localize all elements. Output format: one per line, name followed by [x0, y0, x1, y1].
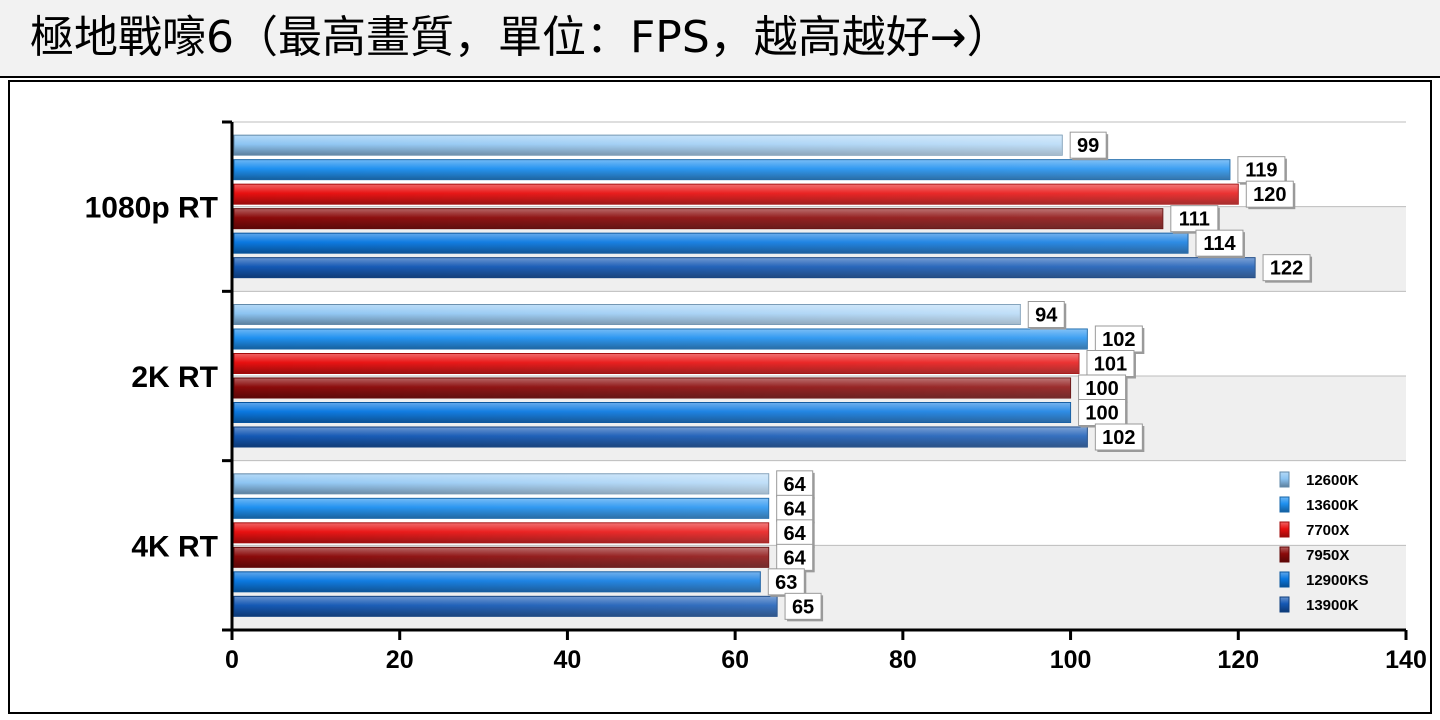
grid-lines — [232, 121, 1406, 546]
x-tick-label: 80 — [889, 646, 917, 674]
value-label-box — [776, 519, 814, 547]
value-label-box — [1086, 350, 1135, 377]
bar-highlight — [234, 353, 1079, 374]
value-label: 100 — [1085, 378, 1118, 400]
bar-highlight — [234, 596, 778, 617]
bar-highlight — [234, 378, 1071, 398]
value-label-box — [776, 543, 814, 571]
legend-label: 12600K — [1306, 472, 1359, 489]
title-bar: 極地戰嚎6（最高畫質，單位：FPS，越高越好→） — [0, 0, 1440, 78]
value-label: 119 — [1245, 160, 1277, 182]
x-tick-label: 100 — [1050, 646, 1092, 674]
value-label: 114 — [1203, 233, 1236, 255]
value-label: 64 — [784, 523, 807, 545]
x-tick-label: 0 — [225, 646, 239, 674]
bar-highlight — [234, 135, 1063, 156]
value-label: 111 — [1179, 209, 1210, 231]
bar-highlight — [234, 233, 1188, 254]
category-label: 4K RT — [131, 530, 218, 563]
bar-highlight — [234, 473, 769, 494]
bar-highlight — [234, 304, 1021, 325]
category-label: 2K RT — [131, 361, 218, 394]
bar-highlight — [234, 208, 1163, 229]
legend-swatch — [1279, 546, 1290, 563]
value-label-box — [767, 568, 805, 596]
bar-highlight — [234, 402, 1071, 423]
value-label: 101 — [1094, 354, 1127, 376]
value-label-box — [1069, 131, 1107, 159]
value-label-box — [1078, 399, 1127, 426]
value-label: 64 — [784, 474, 807, 496]
value-label: 100 — [1085, 403, 1118, 425]
bar-highlight — [234, 257, 1256, 278]
bar-highlight — [234, 571, 761, 592]
bar-highlight — [234, 547, 769, 568]
chart-frame: 99 119 120 111 114 122 94 102 101 100 100 102 64 64 64… — [8, 80, 1432, 714]
value-label-box — [1094, 423, 1143, 451]
value-label: 64 — [784, 547, 807, 569]
bar-highlight — [234, 427, 1088, 447]
bar-highlight — [234, 498, 769, 519]
legend-label: 7700X — [1306, 522, 1349, 539]
legend-label: 7950X — [1306, 547, 1349, 564]
x-tick-label: 120 — [1217, 646, 1259, 674]
value-label: 64 — [784, 498, 807, 520]
bar-chart: 9911912011111412294102101100100102646464… — [85, 120, 1427, 674]
value-label: 94 — [1035, 305, 1058, 327]
value-label-box — [1245, 180, 1294, 208]
value-label-box — [784, 592, 822, 620]
category-label: 1080p RT — [85, 192, 218, 225]
value-label: 102 — [1102, 427, 1135, 449]
axes: 1080p RT 2K RT 4K RT 0 20 40 60 80 100 120 140 — [85, 120, 1427, 674]
bar-highlight — [234, 184, 1239, 205]
bar-highlight — [234, 159, 1230, 180]
x-tick-label: 20 — [386, 646, 414, 674]
x-tick-label: 140 — [1385, 646, 1427, 674]
value-label: 102 — [1102, 329, 1135, 351]
legend-swatch — [1279, 596, 1290, 613]
x-tick-label: 60 — [721, 646, 749, 674]
value-label: 63 — [775, 572, 797, 594]
bar-highlight — [234, 522, 769, 543]
value-labels: 9911912011111412294102101100100102646464… — [767, 131, 1313, 622]
value-label-box — [1027, 301, 1065, 328]
value-label-box — [1262, 254, 1311, 282]
value-label: 65 — [792, 596, 814, 618]
chart-title: 極地戰嚎6（最高畫質，單位：FPS，越高越好→） — [30, 12, 1011, 63]
value-label-box — [1195, 229, 1244, 257]
legend-swatch — [1279, 471, 1290, 488]
legend-label: 12900KS — [1306, 572, 1369, 589]
legend-swatch — [1279, 521, 1290, 538]
legend-label: 13900K — [1306, 597, 1359, 614]
value-label: 120 — [1253, 184, 1286, 206]
value-label: 99 — [1077, 135, 1099, 157]
x-tick-label: 40 — [554, 646, 582, 674]
legend-swatch — [1279, 571, 1290, 588]
bar-highlight — [234, 329, 1088, 349]
legend-swatch — [1279, 496, 1290, 513]
value-label: 122 — [1270, 258, 1303, 280]
value-label-box — [1078, 374, 1127, 402]
value-label-box — [1170, 205, 1219, 233]
legend-label: 13600K — [1306, 497, 1359, 514]
bars — [233, 134, 1256, 617]
legend: 12600K 13600K 7700X 7950X 12900KS 13900K — [1279, 471, 1369, 614]
